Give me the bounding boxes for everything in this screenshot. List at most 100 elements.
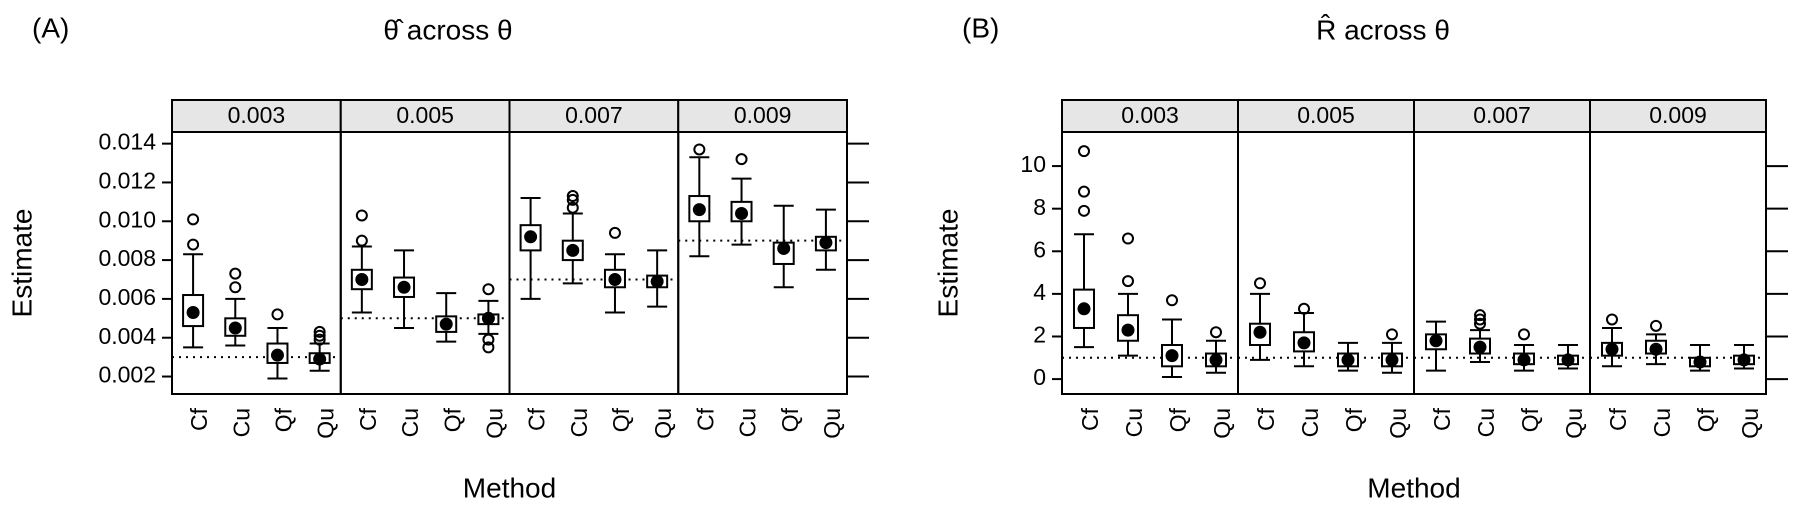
outlier — [482, 341, 495, 354]
x-tick-label: Cf — [355, 407, 381, 431]
outlier — [313, 325, 326, 338]
median-dot — [228, 321, 242, 335]
facet-label: 0.003 — [1121, 102, 1179, 128]
median-dot — [397, 280, 411, 294]
x-tick-label: Cf — [1077, 407, 1103, 431]
x-tick-label: Qf — [777, 407, 803, 432]
facet-label: 0.005 — [1297, 102, 1355, 128]
x-tick-label: Qf — [1341, 407, 1367, 432]
x-tick-label: Cu — [1297, 408, 1323, 437]
x-tick-label: Qu — [481, 408, 507, 439]
outlier — [608, 226, 621, 239]
facet-label: 0.005 — [396, 102, 454, 128]
outlier — [187, 238, 200, 251]
y-tick-label: 0.012 — [98, 168, 156, 194]
median-dot — [1297, 336, 1311, 350]
y-tick-label: 8 — [1033, 194, 1046, 220]
facet-strip — [1589, 99, 1767, 133]
y-tick-label: 0.002 — [98, 362, 156, 388]
panel-label: (B) — [962, 12, 999, 43]
y-axis-label: Estimate — [932, 209, 963, 318]
y-tick-label: 0 — [1033, 364, 1046, 390]
median-dot — [1121, 323, 1135, 337]
outlier — [1210, 326, 1222, 339]
y-tick-label: 2 — [1033, 322, 1046, 348]
median-dot — [1693, 355, 1707, 369]
median-dot — [524, 230, 538, 244]
x-tick-label: Cu — [1649, 408, 1675, 437]
median-dot — [566, 243, 580, 257]
outlier — [1474, 313, 1486, 326]
median-dot — [186, 305, 200, 319]
outlier — [355, 209, 368, 222]
facet-panel — [339, 131, 511, 395]
x-tick-label: Qu — [1561, 408, 1587, 439]
x-tick-label: Qu — [313, 408, 339, 439]
facet-panel — [677, 131, 848, 395]
y-tick-label: 10 — [1020, 151, 1046, 177]
outlier — [1518, 328, 1530, 341]
median-dot — [481, 311, 495, 325]
x-axis-label: Method — [1367, 472, 1460, 503]
outlier — [482, 283, 495, 296]
x-tick-label: Cu — [228, 408, 254, 437]
outlier — [229, 281, 242, 294]
x-tick-label: Qf — [608, 407, 634, 432]
y-tick-label: 0.006 — [98, 284, 156, 310]
outlier — [271, 308, 284, 321]
facet-strip — [677, 99, 848, 133]
x-tick-label: Qu — [1737, 408, 1763, 439]
y-tick-label: 6 — [1033, 236, 1046, 262]
y-tick-label: 0.014 — [98, 129, 156, 155]
facet-panel — [508, 131, 680, 395]
median-dot — [1517, 353, 1531, 367]
facet-panel — [1589, 131, 1767, 395]
median-dot — [270, 348, 284, 362]
x-tick-label: Qf — [271, 407, 297, 432]
median-dot — [313, 352, 327, 366]
x-tick-label: Cf — [524, 407, 550, 431]
x-tick-label: Qu — [1209, 408, 1235, 439]
y-tick-label: 0.010 — [98, 206, 156, 232]
outlier — [566, 193, 579, 206]
outlier — [1386, 328, 1398, 341]
outlier — [1078, 185, 1090, 198]
x-tick-label: Qf — [1693, 407, 1719, 432]
median-dot — [1077, 302, 1091, 316]
x-tick-label: Cf — [1605, 407, 1631, 431]
outlier — [693, 143, 706, 156]
facet-strip — [508, 99, 680, 133]
x-tick-label: Cu — [1121, 408, 1147, 437]
median-dot — [1473, 340, 1487, 354]
median-dot — [819, 236, 833, 250]
outlier — [313, 329, 326, 342]
outlier — [355, 234, 368, 247]
median-dot — [692, 203, 706, 217]
median-dot — [608, 272, 622, 286]
x-tick-label: Qu — [1385, 408, 1411, 439]
panel-label: (A) — [32, 12, 69, 43]
outlier — [1650, 319, 1662, 332]
median-dot — [777, 241, 791, 255]
median-dot — [1253, 325, 1267, 339]
x-tick-label: Cu — [566, 408, 592, 437]
outlier — [1474, 317, 1486, 330]
x-tick-label: Qf — [1165, 407, 1191, 432]
x-tick-label: Qu — [819, 408, 845, 439]
x-tick-label: Qf — [1517, 407, 1543, 432]
median-dot — [1209, 353, 1223, 367]
facet-label: 0.007 — [565, 102, 623, 128]
outlier — [1122, 232, 1134, 245]
outlier — [1166, 294, 1178, 307]
facet-label: 0.007 — [1473, 102, 1531, 128]
median-dot — [1649, 342, 1663, 356]
x-tick-label: Cu — [397, 408, 423, 437]
median-dot — [1737, 353, 1751, 367]
y-axis-label: Estimate — [6, 209, 37, 318]
median-dot — [735, 207, 749, 221]
outlier — [1122, 275, 1134, 288]
facet-label: 0.009 — [1649, 102, 1707, 128]
median-dot — [650, 274, 664, 288]
outlier — [1298, 302, 1310, 315]
